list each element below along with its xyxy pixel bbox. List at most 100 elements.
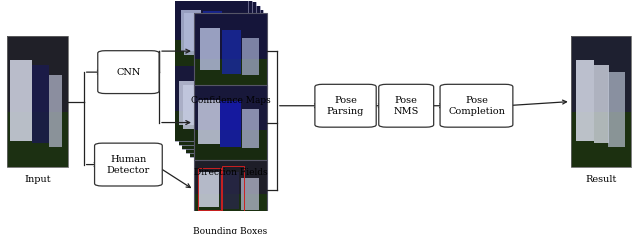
Bar [175, 66, 248, 142]
Bar [186, 77, 260, 123]
Bar [8, 112, 68, 167]
Bar [205, 86, 225, 132]
Bar [182, 73, 256, 119]
Text: Confidence Maps: Confidence Maps [191, 96, 271, 105]
Bar [190, 81, 264, 126]
Bar [194, 160, 268, 194]
Bar [182, 47, 256, 78]
FancyBboxPatch shape [95, 143, 163, 186]
Bar [179, 0, 252, 74]
Bar [186, 51, 260, 81]
Bar [180, 10, 201, 51]
Bar [241, 178, 259, 210]
Bar [234, 101, 252, 141]
Bar [201, 82, 221, 128]
Bar [218, 26, 237, 70]
Bar [175, 0, 248, 70]
Bar [190, 81, 264, 157]
Bar [235, 30, 251, 68]
Bar [222, 30, 241, 74]
Bar [179, 81, 201, 125]
Bar [571, 37, 631, 112]
Bar [190, 55, 264, 85]
Bar [182, 73, 256, 149]
Bar [243, 37, 259, 75]
Bar [196, 25, 216, 66]
Bar [182, 2, 256, 78]
Bar [175, 66, 248, 142]
Bar [182, 73, 256, 149]
Bar [194, 13, 268, 89]
Bar [212, 94, 233, 139]
Bar [220, 172, 239, 208]
Bar [194, 160, 268, 219]
Bar [186, 6, 260, 81]
FancyBboxPatch shape [379, 84, 434, 127]
Text: Bounding Boxes: Bounding Boxes [193, 227, 268, 234]
Text: Pose
Completion: Pose Completion [448, 96, 505, 116]
Bar [194, 160, 268, 219]
Bar [194, 194, 268, 219]
Bar [594, 65, 609, 143]
Text: Input: Input [24, 175, 51, 184]
Bar [194, 13, 268, 59]
Bar [194, 130, 268, 160]
Bar [227, 22, 243, 60]
Bar [186, 6, 260, 51]
Bar [179, 69, 252, 115]
Bar [203, 11, 221, 55]
Text: Human
Detector: Human Detector [107, 154, 150, 175]
Bar [186, 6, 260, 81]
Bar [571, 37, 631, 167]
Bar [242, 109, 259, 148]
Bar [190, 81, 264, 157]
FancyBboxPatch shape [315, 84, 376, 127]
Bar [10, 60, 31, 141]
Bar [187, 88, 209, 132]
Bar [8, 37, 68, 112]
Bar [200, 28, 220, 70]
Bar [194, 59, 268, 89]
Bar [207, 15, 225, 59]
Bar [223, 90, 240, 129]
Bar [184, 13, 205, 55]
Bar [190, 126, 264, 157]
Bar [179, 44, 252, 74]
Bar [175, 111, 248, 142]
Bar [175, 0, 248, 40]
FancyBboxPatch shape [98, 51, 159, 94]
Bar [571, 37, 631, 167]
Bar [186, 123, 260, 153]
Text: Pose
Parsing: Pose Parsing [327, 96, 364, 116]
Bar [190, 10, 264, 85]
Bar [214, 22, 233, 66]
Bar [239, 34, 255, 72]
Text: Direction Fields: Direction Fields [194, 168, 268, 177]
Text: Result: Result [586, 175, 617, 184]
Bar [179, 115, 252, 145]
Bar [179, 0, 252, 74]
Bar [188, 17, 209, 59]
Bar [195, 96, 216, 140]
Bar [190, 10, 264, 85]
Bar [194, 85, 268, 130]
Bar [223, 18, 239, 56]
Bar [198, 100, 220, 144]
Bar [571, 112, 631, 167]
Bar [183, 85, 205, 129]
Bar [194, 85, 268, 160]
Bar [175, 0, 248, 70]
Bar [198, 172, 219, 207]
Bar [231, 26, 247, 64]
Bar [49, 76, 62, 147]
Bar [182, 119, 256, 149]
Text: Pose
NMS: Pose NMS [394, 96, 419, 116]
Bar [209, 90, 229, 135]
Bar [179, 69, 252, 145]
Bar [575, 60, 594, 141]
Bar [194, 85, 268, 160]
FancyBboxPatch shape [440, 84, 513, 127]
Bar [179, 69, 252, 145]
Bar [198, 168, 221, 210]
Bar [238, 105, 255, 144]
